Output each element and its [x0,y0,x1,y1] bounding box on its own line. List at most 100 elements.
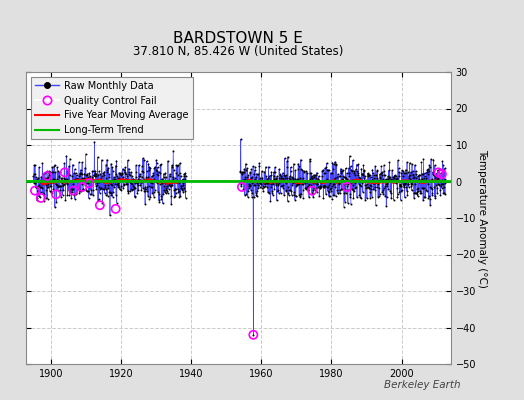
Point [318,173,326,179]
Point [278,183,287,190]
Point [173,186,182,192]
Point [30,180,39,186]
Point [367,173,375,180]
Point [60,160,69,166]
Point [96,185,104,192]
Point [290,161,298,167]
Point [250,171,258,178]
Point [258,183,267,189]
Point [46,182,54,189]
Point [119,185,127,192]
Point [108,164,116,170]
Point [395,189,403,196]
Point [325,189,334,195]
Point [289,175,297,181]
Point [50,178,59,185]
Point [79,186,88,192]
Point [103,167,112,173]
Point [255,160,264,166]
Point [80,178,88,185]
Point [376,175,385,181]
Point [71,177,79,183]
Point [31,184,40,190]
Point [159,179,167,186]
Point [59,182,67,188]
Point [381,182,389,189]
Point [236,136,245,142]
Point [136,170,144,177]
Point [353,194,361,200]
Point [92,171,101,177]
Point [325,167,333,173]
Point [58,192,67,198]
Point [238,170,246,176]
Point [441,180,449,186]
Point [348,186,357,193]
Point [416,172,424,178]
Point [399,168,408,174]
Point [135,173,143,179]
Point [281,179,290,186]
Point [440,190,449,196]
Point [157,196,166,202]
Point [95,184,103,190]
Point [373,175,381,181]
Point [61,169,69,176]
Point [357,183,365,190]
Point [371,184,379,190]
Point [29,173,37,180]
Point [38,184,46,191]
Point [382,176,390,182]
Point [432,173,440,179]
Point [238,179,247,185]
Point [367,186,375,192]
Point [300,178,309,184]
Point [238,169,247,176]
Point [405,173,413,180]
Point [44,184,52,191]
Point [343,182,352,189]
Point [39,191,48,198]
Point [287,188,296,194]
Point [345,165,353,171]
Point [66,156,74,162]
Point [93,176,102,183]
Point [351,172,359,178]
Point [259,184,268,191]
Point [241,192,249,199]
Point [434,169,443,176]
Point [254,182,262,188]
Point [294,166,303,172]
Point [175,188,183,194]
Point [239,176,247,183]
Point [40,198,48,204]
Point [385,159,394,166]
Point [326,186,334,192]
Point [389,179,398,185]
Point [386,177,395,184]
Point [256,174,265,181]
Point [272,176,280,182]
Point [321,182,330,189]
Point [394,157,402,164]
Point [52,182,61,188]
Point [105,189,114,195]
Point [248,190,257,196]
Point [89,168,97,174]
Point [56,169,64,176]
Point [135,173,144,180]
Point [347,166,356,173]
Point [113,172,122,179]
Point [435,182,443,188]
Point [285,186,293,193]
Point [155,197,163,204]
Point [62,180,71,187]
Point [341,174,350,180]
Point [368,194,376,200]
Point [375,185,384,191]
Point [43,175,51,181]
Point [237,169,246,175]
Point [358,171,366,177]
Point [176,170,184,176]
Point [414,185,422,192]
